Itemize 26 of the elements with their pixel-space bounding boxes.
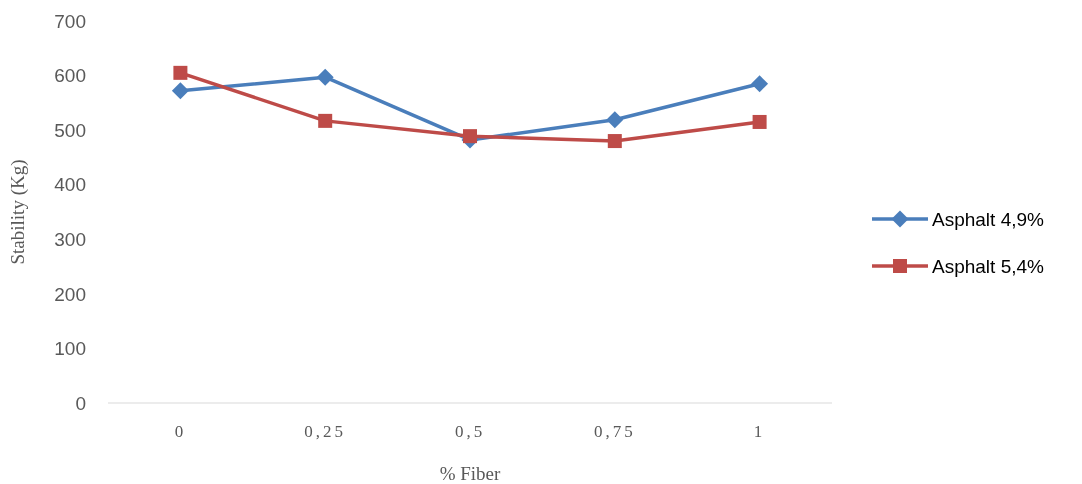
point <box>173 65 188 80</box>
y-axis-title: Stability (Kg) <box>7 159 29 265</box>
x-tick-label: 0,5 <box>454 422 486 441</box>
x-axis-title: % Fiber <box>439 463 502 484</box>
legend-label: Asphalt 5,4% <box>932 255 1045 277</box>
point <box>318 113 333 128</box>
x-tick-label: 0 <box>174 422 187 441</box>
y-tick-label: 300 <box>54 228 86 250</box>
point <box>606 111 624 129</box>
x-tick-label: 1 <box>753 422 766 441</box>
y-tick-label: 200 <box>54 283 86 305</box>
x-tick-label: 0,75 <box>593 422 636 441</box>
point <box>463 129 477 144</box>
y-tick-label: 500 <box>54 119 86 141</box>
point <box>751 75 769 93</box>
y-tick-label: 600 <box>54 65 86 87</box>
point <box>752 114 767 129</box>
y-tick-label: 0 <box>75 392 86 414</box>
point <box>171 82 189 100</box>
legend-label: Asphalt 4,9% <box>932 208 1045 230</box>
y-tick-label: 400 <box>54 174 86 196</box>
y-tick-label: 700 <box>54 10 86 32</box>
y-tick-label: 100 <box>54 338 86 360</box>
point <box>316 68 334 86</box>
x-tick-label: 0,25 <box>304 422 347 441</box>
point <box>607 134 622 149</box>
